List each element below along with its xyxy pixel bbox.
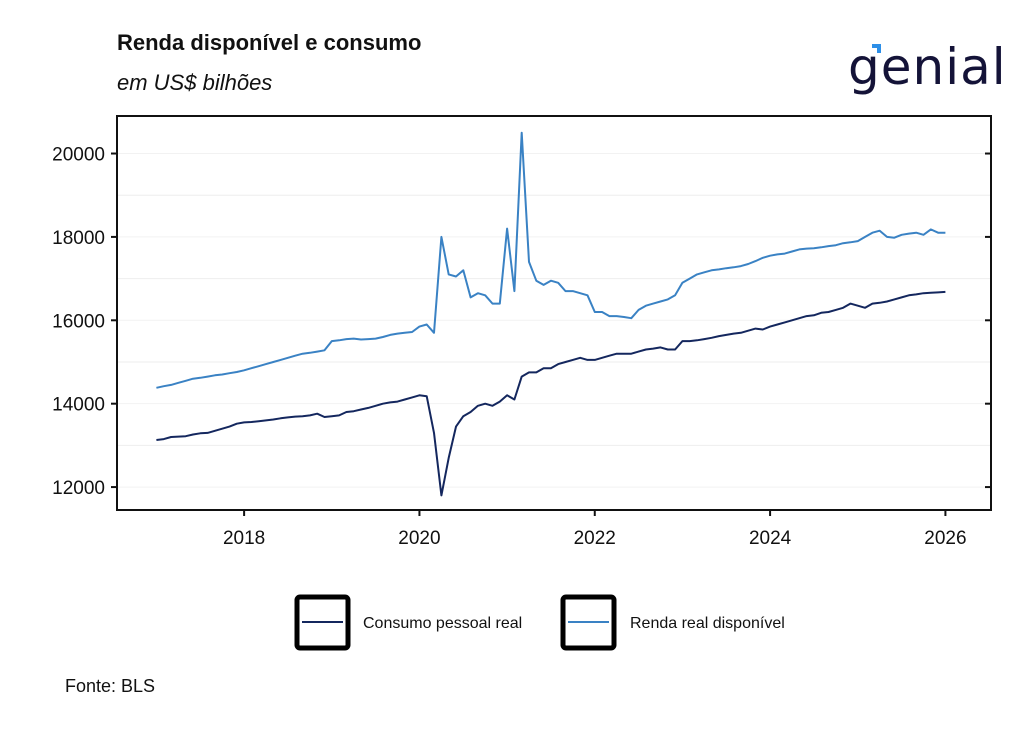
- y-tick-label: 14000: [52, 395, 105, 416]
- source-note: Fonte: BLS: [65, 676, 156, 696]
- x-tick-label: 2022: [574, 528, 616, 549]
- y-tick-label: 18000: [52, 228, 105, 249]
- chart-subtitle: em US$ bilhões: [117, 70, 273, 95]
- x-tick-label: 2026: [924, 528, 966, 549]
- y-tick-label: 16000: [52, 311, 105, 332]
- series-line-renda: [156, 131, 946, 389]
- plot-border: [116, 115, 992, 511]
- series-line-consumo: [156, 290, 946, 497]
- x-tick-label: 2020: [398, 528, 440, 549]
- legend-label: Consumo pessoal real: [363, 615, 522, 632]
- legend-label: Renda real disponível: [630, 615, 785, 632]
- plot-panel: [117, 116, 991, 510]
- y-tick-label: 12000: [52, 478, 105, 499]
- y-tick-label: 20000: [52, 145, 105, 166]
- x-tick-label: 2018: [223, 528, 265, 549]
- logo-accent-mark: [872, 44, 881, 53]
- x-tick-label: 2024: [749, 528, 792, 549]
- chart-title: Renda disponível e consumo: [117, 30, 422, 55]
